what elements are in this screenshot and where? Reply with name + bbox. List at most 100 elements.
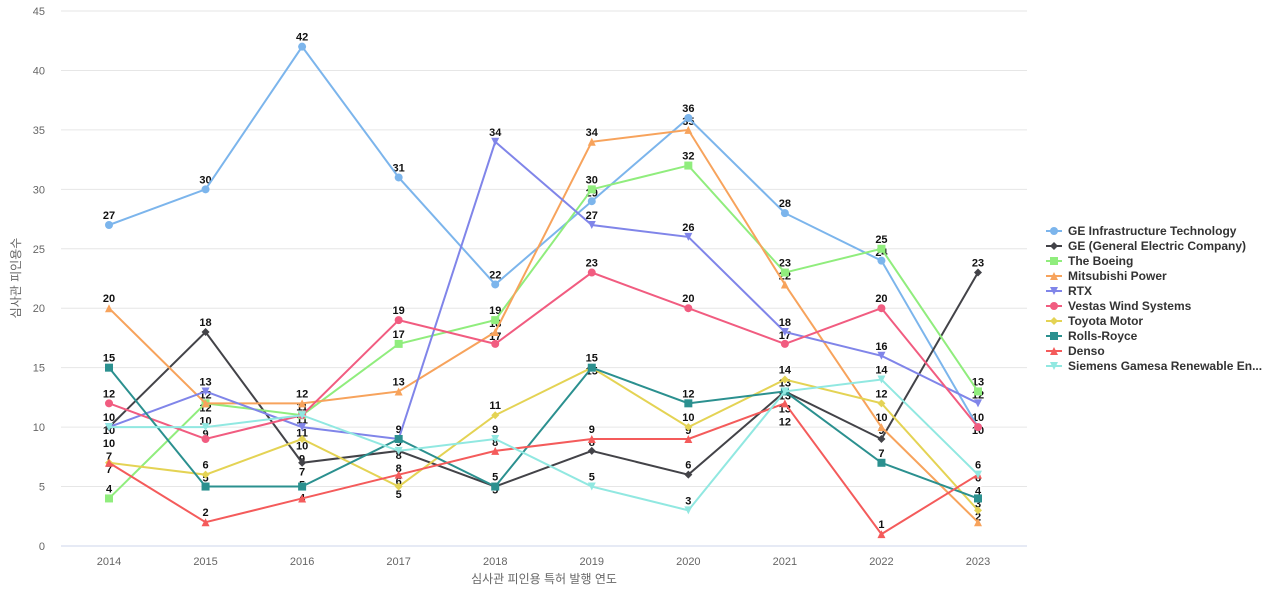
legend-marker[interactable] — [1050, 256, 1058, 265]
data-point[interactable] — [105, 399, 113, 408]
data-point[interactable] — [298, 458, 307, 467]
data-point[interactable] — [491, 482, 500, 491]
data-point[interactable] — [587, 197, 596, 206]
legend-marker[interactable] — [1050, 316, 1058, 325]
data-point[interactable] — [491, 137, 500, 146]
data-point[interactable] — [201, 399, 210, 408]
data-point[interactable] — [394, 387, 403, 396]
data-point[interactable] — [780, 339, 789, 348]
data-point[interactable] — [491, 435, 500, 443]
data-point[interactable] — [587, 363, 596, 372]
data-point[interactable] — [780, 280, 789, 289]
data-point[interactable] — [877, 530, 886, 539]
data-point[interactable] — [587, 137, 596, 146]
data-point[interactable] — [394, 482, 403, 491]
legend-item[interactable]: Denso — [1046, 343, 1262, 358]
data-point[interactable] — [491, 316, 500, 325]
data-point[interactable] — [201, 435, 210, 443]
data-point[interactable] — [201, 470, 210, 479]
data-point[interactable] — [105, 363, 113, 372]
data-point[interactable] — [298, 435, 307, 443]
data-point[interactable] — [105, 458, 113, 467]
data-point[interactable] — [105, 221, 113, 229]
data-point[interactable] — [491, 446, 500, 455]
legend-marker[interactable] — [1050, 226, 1058, 235]
data-point[interactable] — [394, 316, 403, 325]
data-point[interactable] — [105, 494, 113, 503]
legend-item[interactable]: Toyota Motor — [1046, 313, 1262, 328]
data-point[interactable] — [394, 173, 403, 182]
data-point[interactable] — [201, 518, 210, 527]
data-point[interactable] — [974, 470, 982, 479]
data-point[interactable] — [684, 114, 693, 122]
data-point[interactable] — [684, 470, 693, 479]
legend-item[interactable]: Mitsubishi Power — [1046, 268, 1262, 283]
data-point[interactable] — [684, 435, 693, 443]
data-point[interactable] — [201, 185, 210, 194]
data-point[interactable] — [491, 280, 500, 289]
data-point[interactable] — [394, 435, 403, 443]
legend-marker[interactable] — [1050, 301, 1058, 310]
data-point[interactable] — [298, 482, 307, 491]
data-point[interactable] — [877, 423, 886, 432]
data-point[interactable] — [587, 221, 596, 229]
data-point[interactable] — [105, 304, 113, 313]
legend-marker[interactable] — [1050, 346, 1058, 355]
data-point[interactable] — [491, 339, 500, 348]
data-point[interactable] — [974, 387, 982, 396]
data-point[interactable] — [877, 458, 886, 467]
data-point[interactable] — [394, 470, 403, 479]
data-point[interactable] — [877, 435, 886, 443]
data-point[interactable] — [684, 304, 693, 313]
data-point[interactable] — [587, 268, 596, 277]
data-point[interactable] — [877, 256, 886, 265]
data-point[interactable] — [974, 494, 982, 503]
data-point[interactable] — [974, 506, 982, 515]
data-point[interactable] — [394, 446, 403, 455]
data-point[interactable] — [974, 268, 982, 277]
data-point[interactable] — [684, 423, 693, 432]
data-point[interactable] — [877, 375, 886, 384]
legend-item[interactable]: Siemens Gamesa Renewable En... — [1046, 358, 1262, 373]
data-point[interactable] — [587, 482, 596, 491]
data-point[interactable] — [298, 494, 307, 503]
legend-item[interactable]: The Boeing — [1046, 253, 1262, 268]
data-point[interactable] — [780, 328, 789, 336]
data-point[interactable] — [587, 435, 596, 443]
data-point[interactable] — [587, 185, 596, 194]
data-point[interactable] — [877, 399, 886, 408]
data-point[interactable] — [684, 232, 693, 241]
data-point[interactable] — [394, 339, 403, 348]
legend-item[interactable]: RTX — [1046, 283, 1262, 298]
data-point[interactable] — [974, 423, 982, 432]
data-point[interactable] — [298, 42, 307, 51]
data-point[interactable] — [587, 446, 596, 455]
data-point[interactable] — [491, 411, 500, 420]
data-point[interactable] — [974, 399, 982, 408]
data-point[interactable] — [491, 328, 500, 336]
legend-marker[interactable] — [1050, 271, 1058, 280]
data-point[interactable] — [877, 351, 886, 360]
data-point[interactable] — [298, 411, 307, 420]
data-point[interactable] — [105, 423, 113, 432]
legend-marker[interactable] — [1050, 286, 1058, 295]
legend-marker[interactable] — [1050, 331, 1058, 340]
data-point[interactable] — [780, 209, 789, 218]
data-point[interactable] — [780, 387, 789, 396]
legend-item[interactable]: GE Infrastructure Technology — [1046, 223, 1262, 238]
data-point[interactable] — [877, 304, 886, 313]
data-point[interactable] — [780, 399, 789, 408]
data-point[interactable] — [684, 161, 693, 170]
data-point[interactable] — [298, 399, 307, 408]
data-point[interactable] — [201, 328, 210, 336]
data-point[interactable] — [684, 399, 693, 408]
data-point[interactable] — [201, 387, 210, 396]
data-point[interactable] — [298, 423, 307, 432]
data-point[interactable] — [974, 518, 982, 527]
legend-item[interactable]: Rolls-Royce — [1046, 328, 1262, 343]
data-point[interactable] — [201, 482, 210, 491]
data-point[interactable] — [201, 423, 210, 432]
legend-item[interactable]: GE (General Electric Company) — [1046, 238, 1262, 253]
legend-marker[interactable] — [1050, 361, 1058, 370]
data-point[interactable] — [780, 268, 789, 277]
